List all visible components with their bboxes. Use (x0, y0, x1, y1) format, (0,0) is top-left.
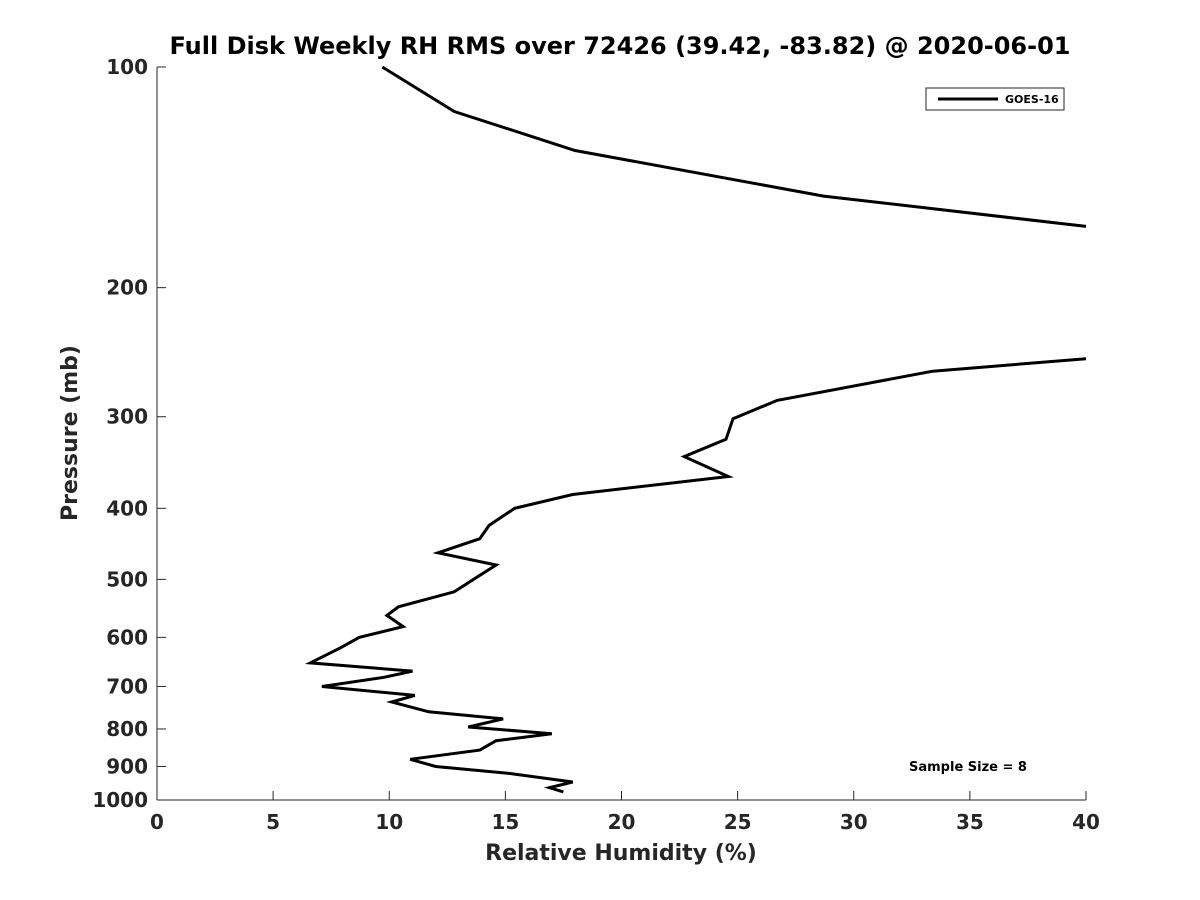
legend-label-goes-16: GOES-16 (1005, 93, 1059, 106)
y-tick-label: 1000 (92, 788, 148, 812)
y-tick-label: 600 (106, 625, 148, 649)
legend: GOES-16 (925, 87, 1065, 111)
y-tick-label: 900 (106, 754, 148, 778)
x-tick-label: 0 (150, 810, 164, 834)
plot-area (157, 67, 1086, 800)
y-tick-label: 700 (106, 674, 148, 698)
x-tick-label: 25 (724, 810, 752, 834)
x-tick-label: 15 (491, 810, 519, 834)
series-line-goes-16-segment-1 (381, 65, 1087, 228)
series-line-goes-16-segment-2 (304, 357, 1087, 794)
x-tick-label: 35 (956, 810, 984, 834)
y-tick-label: 300 (106, 405, 148, 429)
x-tick-label: 40 (1072, 810, 1100, 834)
y-tick-label: 200 (106, 276, 148, 300)
x-tick-label: 10 (375, 810, 403, 834)
chart-title: Full Disk Weekly RH RMS over 72426 (39.4… (169, 32, 1070, 60)
x-tick-label: 30 (840, 810, 868, 834)
y-axis-label: Pressure (mb) (58, 345, 83, 521)
series-layer (304, 65, 1087, 794)
sample-size-annotation: Sample Size = 8 (909, 760, 1027, 775)
x-axis-ticks: 0 5 10 15 20 25 30 35 40 (150, 791, 1100, 834)
y-tick-label: 500 (106, 567, 148, 591)
y-tick-label: 400 (106, 496, 148, 520)
x-tick-label: 20 (608, 810, 636, 834)
x-tick-label: 5 (266, 810, 280, 834)
y-tick-label: 100 (106, 55, 148, 79)
y-tick-label: 800 (106, 717, 148, 741)
x-axis-label: Relative Humidity (%) (485, 841, 757, 866)
y-axis-ticks: 100 200 300 400 500 600 700 800 900 1000 (92, 55, 166, 812)
